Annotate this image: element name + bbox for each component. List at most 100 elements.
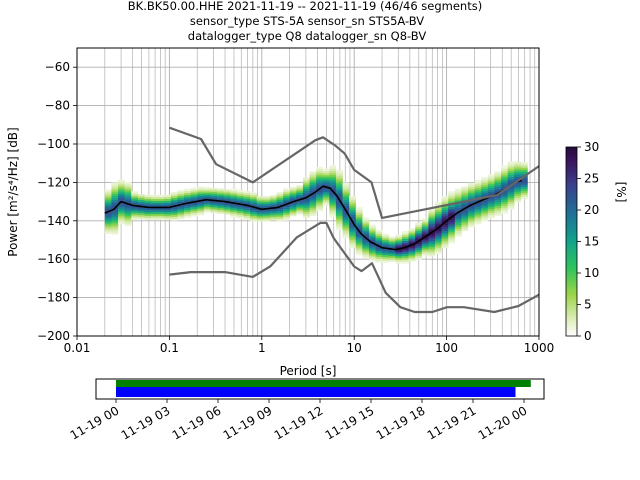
heatmap-cell: [481, 194, 489, 197]
heatmap-cell: [170, 201, 178, 204]
heatmap-cell: [388, 253, 396, 257]
heatmap-cell: [448, 195, 456, 198]
heatmap-cell: [514, 167, 522, 170]
heatmap-cell: [349, 203, 357, 206]
y-axis-ticks: −200 −180 −160 −140 −120 −100 −80 −60: [37, 60, 77, 343]
heatmap-cell: [250, 207, 258, 211]
heatmap-cell: [329, 186, 337, 189]
heatmap-cell: [494, 182, 502, 185]
psd-coverage-bar: [116, 387, 516, 397]
heatmap-cell: [435, 228, 442, 231]
heatmap-cell: [190, 195, 198, 198]
heatmap-cell: [468, 207, 475, 210]
heatmap-cell: [190, 189, 198, 192]
heatmap-cell: [428, 219, 436, 223]
heatmap-cell: [349, 218, 357, 221]
heatmap-cell: [276, 196, 284, 199]
heatmap-cell: [468, 182, 475, 185]
heatmap-cell: [236, 207, 244, 210]
heatmap-cell: [111, 232, 119, 235]
heatmap-cell: [435, 217, 442, 220]
heatmap-cell: [184, 204, 191, 207]
heatmap-cell: [428, 239, 436, 242]
heatmap-cell: [494, 177, 502, 180]
heatmap-cell: [368, 234, 376, 237]
x-axis-label: Period [s]: [280, 364, 337, 378]
heatmap-cell: [322, 178, 330, 181]
heatmap-cell: [454, 234, 462, 237]
heatmap-cell: [243, 212, 251, 215]
heatmap-cell: [302, 198, 310, 201]
heatmap-cell: [164, 214, 172, 217]
heatmap-cell: [170, 209, 178, 212]
heatmap-cell: [269, 201, 277, 204]
heatmap-cell: [342, 224, 350, 227]
heatmap-cell: [375, 254, 383, 257]
heatmap-cell: [415, 257, 423, 260]
heatmap-cell: [474, 193, 482, 196]
heatmap-cell: [474, 189, 482, 192]
heatmap-cell: [342, 230, 350, 233]
x-tick-label: 1: [258, 341, 266, 355]
heatmap-cell: [487, 174, 495, 177]
heatmap-cell: [421, 253, 429, 256]
heatmap-cell: [335, 185, 343, 188]
heatmap-cell: [474, 187, 482, 190]
heatmap-cell: [355, 228, 363, 231]
heatmap-cell: [223, 195, 231, 198]
heatmap-cell: [137, 207, 145, 210]
heatmap-cell: [203, 194, 211, 198]
heatmap-cell: [104, 201, 112, 204]
heatmap-cell: [428, 241, 436, 244]
heatmap-cell: [421, 232, 429, 235]
heatmap-cell: [217, 207, 224, 210]
heatmap-cell: [468, 205, 475, 209]
heatmap-cell: [461, 223, 469, 226]
heatmap-cell: [501, 211, 508, 214]
heatmap-cell: [111, 218, 119, 221]
heatmap-cell: [137, 201, 145, 204]
heatmap-cell: [203, 187, 211, 190]
heatmap-cell: [435, 249, 442, 253]
heatmap-cell: [421, 247, 429, 250]
heatmap-cell: [388, 236, 396, 239]
heatmap-cell: [342, 199, 350, 202]
heatmap-cell: [203, 204, 211, 207]
heatmap-cell: [401, 257, 409, 261]
heatmap-cell: [276, 192, 284, 195]
heatmap-cell: [243, 213, 251, 217]
heatmap-cell: [501, 184, 508, 187]
heatmap-cell: [481, 202, 489, 205]
heatmap-cell: [435, 246, 442, 249]
heatmap-cell: [302, 210, 310, 213]
heatmap-cell: [507, 168, 515, 172]
heatmap-cell: [408, 247, 416, 250]
heatmap-cell: [514, 186, 522, 189]
heatmap-cell: [349, 197, 357, 200]
heatmap-cell: [487, 212, 495, 215]
heatmap-cell: [395, 257, 403, 260]
heatmap-cell: [454, 209, 462, 212]
heatmap-cell: [362, 248, 370, 251]
heatmap-cell: [276, 203, 284, 206]
heatmap-cell: [481, 200, 489, 203]
heatmap-cell: [362, 231, 370, 234]
heatmap-cell: [401, 231, 409, 234]
heatmap-cell: [461, 213, 469, 216]
heatmap-cell: [190, 206, 198, 209]
heatmap-cell: [428, 216, 436, 219]
heatmap-cell: [362, 246, 370, 249]
heatmap-cell: [362, 227, 370, 230]
heatmap-cell: [375, 231, 383, 234]
heatmap-cell: [441, 223, 449, 226]
heatmap-cell: [236, 199, 244, 202]
heatmap-cell: [408, 234, 416, 237]
heatmap-cell: [355, 218, 363, 221]
heatmap-cell: [454, 232, 462, 235]
time-tick-label: 11-19 18: [374, 403, 428, 442]
heatmap-cell: [144, 194, 152, 197]
heatmap-cell: [349, 243, 357, 246]
heatmap-cell: [170, 197, 178, 200]
heatmap-cell: [118, 212, 125, 215]
heatmap-cell: [421, 220, 429, 223]
